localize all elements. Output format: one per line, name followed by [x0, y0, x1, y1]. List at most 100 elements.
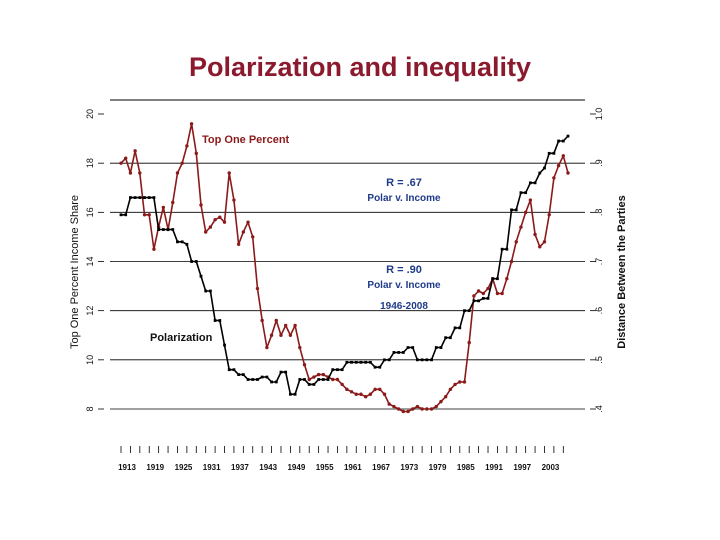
point-polarization	[124, 213, 128, 217]
x-tick-label: 1979	[429, 463, 447, 472]
x-tick-label: 1943	[259, 463, 277, 472]
r2-line3: 1946-2008	[380, 301, 428, 312]
point-polarization	[383, 358, 386, 362]
point-top_one_percent	[481, 291, 486, 296]
point-polarization	[166, 228, 170, 231]
point-polarization	[260, 375, 264, 379]
point-top_one_percent	[189, 122, 194, 126]
point-polarization	[392, 351, 396, 354]
point-polarization	[241, 373, 245, 376]
point-polarization	[284, 370, 288, 374]
point-top_one_percent	[382, 392, 387, 396]
point-top_one_percent	[251, 235, 255, 239]
point-top_one_percent	[486, 286, 490, 291]
point-polarization	[477, 299, 480, 303]
point-polarization	[543, 166, 546, 170]
point-top_one_percent	[505, 277, 509, 281]
point-polarization	[218, 319, 222, 322]
right-tick-label: .6	[594, 307, 604, 315]
point-top_one_percent	[523, 210, 528, 215]
point-top_one_percent	[359, 392, 363, 396]
right-tick-label: 1.0	[594, 108, 604, 121]
x-tick-label: 1913	[118, 463, 136, 472]
point-top_one_percent	[462, 380, 467, 384]
point-polarization	[274, 380, 278, 384]
point-polarization	[420, 358, 424, 362]
point-top_one_percent	[293, 323, 297, 328]
point-top_one_percent	[439, 399, 443, 404]
point-top_one_percent	[411, 407, 415, 411]
point-top_one_percent	[476, 289, 481, 293]
x-tick-label: 1949	[287, 463, 305, 472]
point-top_one_percent	[387, 402, 391, 406]
x-tick-label: 1937	[231, 463, 249, 472]
right-tick-label: .7	[594, 258, 604, 266]
point-polarization	[397, 351, 401, 354]
point-polarization	[213, 319, 217, 322]
point-polarization	[496, 277, 499, 281]
point-polarization	[237, 373, 241, 376]
point-top_one_percent	[298, 345, 302, 350]
point-polarization	[519, 191, 523, 195]
point-top_one_percent	[340, 382, 344, 387]
series-line-polarization	[121, 135, 569, 396]
point-top_one_percent	[542, 240, 547, 244]
point-polarization	[463, 309, 466, 313]
point-polarization	[331, 368, 335, 372]
point-polarization	[345, 360, 349, 364]
point-top_one_percent	[345, 387, 349, 392]
point-polarization	[505, 247, 509, 251]
point-top_one_percent	[203, 230, 208, 234]
point-top_one_percent	[175, 171, 180, 175]
point-top_one_percent	[222, 220, 227, 224]
point-polarization	[364, 360, 368, 364]
point-top_one_percent	[392, 404, 396, 409]
x-axis: 1913 1919 1925 1931 1937 1943 1949 1955 1961 1967…	[118, 446, 564, 472]
point-top_one_percent	[283, 323, 288, 328]
point-top_one_percent	[218, 215, 222, 219]
left-axis: 8 10 12 14 16 18 20	[85, 109, 104, 412]
point-polarization	[312, 383, 316, 386]
point-polarization	[161, 228, 165, 231]
point-top_one_percent	[349, 390, 354, 394]
point-top_one_percent	[119, 161, 123, 165]
point-polarization	[152, 196, 156, 199]
point-polarization	[557, 139, 560, 143]
point-top_one_percent	[448, 387, 453, 392]
point-top_one_percent	[453, 382, 457, 387]
left-tick-label: 20	[85, 109, 95, 119]
point-top_one_percent	[509, 259, 514, 264]
x-tick-label: 1985	[457, 463, 475, 472]
right-axis: .4 .5 .6 .7 .8 .9 1.0	[590, 108, 604, 413]
x-tick-label: 1973	[400, 463, 418, 472]
series-line-top_one_percent	[120, 123, 569, 413]
x-tick-label: 1991	[485, 463, 503, 472]
point-top_one_percent	[556, 163, 561, 168]
point-top_one_percent	[269, 333, 274, 337]
point-top_one_percent	[199, 203, 203, 207]
point-polarization	[157, 228, 161, 231]
x-tick-label: 1919	[146, 463, 164, 472]
point-polarization	[453, 326, 457, 330]
point-polarization	[256, 378, 259, 381]
point-polarization	[317, 378, 321, 381]
top-one-percent-label: Top One Percent	[202, 134, 290, 146]
point-top_one_percent	[161, 205, 166, 210]
y-axis-left-label: Top One Percent Income Share	[69, 195, 81, 349]
left-tick-label: 8	[85, 406, 95, 411]
point-top_one_percent	[547, 213, 551, 217]
point-top_one_percent	[255, 286, 260, 291]
point-polarization	[227, 368, 231, 372]
point-polarization	[373, 365, 377, 369]
point-top_one_percent	[458, 380, 462, 384]
point-top_one_percent	[363, 395, 368, 399]
point-top_one_percent	[335, 377, 340, 382]
point-polarization	[326, 378, 330, 381]
point-top_one_percent	[434, 404, 438, 409]
point-top_one_percent	[519, 225, 523, 229]
chart-gridlines	[110, 99, 585, 410]
point-polarization	[448, 336, 452, 340]
point-top_one_percent	[443, 395, 448, 399]
point-top_one_percent	[429, 407, 434, 411]
right-tick-label: .5	[594, 356, 604, 364]
